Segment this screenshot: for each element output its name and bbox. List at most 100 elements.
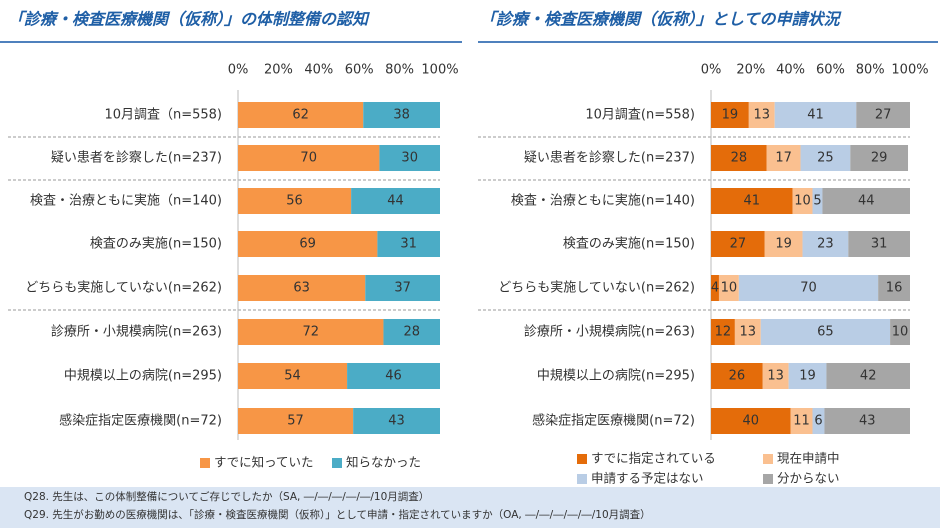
bar-segment <box>353 408 440 434</box>
bar-segment <box>383 319 440 345</box>
value-label: 19 <box>799 369 816 384</box>
value-label: 27 <box>875 108 892 123</box>
value-label: 25 <box>817 151 834 166</box>
bar-segment <box>238 408 354 434</box>
bar-segment <box>711 188 793 214</box>
x-tick-label: 60% <box>816 63 845 78</box>
value-label: 65 <box>817 325 834 340</box>
legend-swatch <box>763 454 773 464</box>
value-label: 4 <box>711 281 719 296</box>
bar-segment <box>850 145 909 171</box>
category-label: 中規模以上の病院(n=295) <box>537 369 695 384</box>
bar-segment <box>718 275 739 301</box>
legend-label: 分からない <box>777 471 840 486</box>
value-label: 38 <box>393 108 410 123</box>
value-label: 56 <box>286 194 303 209</box>
value-label: 43 <box>859 414 876 429</box>
bar-segment <box>788 363 827 389</box>
value-label: 70 <box>300 151 317 166</box>
value-label: 12 <box>715 325 732 340</box>
bar-segment <box>238 275 366 301</box>
x-tick-label: 100% <box>421 63 458 78</box>
value-label: 10 <box>892 325 909 340</box>
bar-segment <box>711 363 763 389</box>
value-label: 5 <box>813 194 821 209</box>
bar-segment <box>365 275 440 301</box>
bar-segment <box>792 188 813 214</box>
category-label: 検査・治療ともに実施(n=140) <box>511 193 695 209</box>
bar-segment <box>800 145 851 171</box>
legend-label: 知らなかった <box>346 455 421 470</box>
bar-segment <box>856 102 910 128</box>
x-tick-label: 60% <box>345 63 374 78</box>
value-label: 41 <box>807 108 824 123</box>
bar-segment <box>363 102 440 128</box>
value-label: 10 <box>794 194 811 209</box>
category-label: どちらも実施していない(n=262) <box>25 280 222 296</box>
category-label: 検査のみ実施(n=150) <box>90 236 222 252</box>
x-tick-label: 80% <box>856 63 885 78</box>
bar-segment <box>377 231 440 257</box>
category-label: 10月調査（n=558) <box>104 108 222 123</box>
bar-segment <box>760 319 891 345</box>
category-label: 中規模以上の病院(n=295) <box>64 369 222 384</box>
bar-segment <box>812 408 825 434</box>
value-label: 69 <box>299 237 316 252</box>
value-label: 23 <box>817 237 834 252</box>
value-label: 28 <box>731 151 748 166</box>
x-tick-label: 20% <box>736 63 765 78</box>
bar-segment <box>711 275 719 301</box>
value-label: 28 <box>403 325 420 340</box>
x-tick-label: 100% <box>891 63 928 78</box>
value-label: 62 <box>292 108 309 123</box>
bar-segment <box>790 408 813 434</box>
value-label: 13 <box>740 325 757 340</box>
value-label: 26 <box>729 369 746 384</box>
category-label: 10月調査(n=558) <box>585 108 695 123</box>
bar-segment <box>351 188 440 214</box>
bar-segment <box>238 188 352 214</box>
value-label: 57 <box>287 414 304 429</box>
bar-segment <box>774 102 857 128</box>
legend-swatch <box>763 474 773 484</box>
legend-label: すでに知っていた <box>214 455 314 470</box>
bar-segment <box>238 363 348 389</box>
value-label: 13 <box>753 108 770 123</box>
bar-segment <box>347 363 440 389</box>
value-label: 10 <box>721 281 738 296</box>
value-label: 70 <box>800 281 817 296</box>
value-label: 16 <box>886 281 903 296</box>
value-label: 63 <box>293 281 310 296</box>
legend-label: 現在申請中 <box>777 451 840 466</box>
bar-segment <box>238 231 378 257</box>
value-label: 46 <box>385 369 402 384</box>
note-box <box>0 487 940 528</box>
bar-segment <box>766 145 801 171</box>
x-tick-label: 0% <box>701 63 722 78</box>
value-label: 54 <box>284 369 301 384</box>
value-label: 30 <box>401 151 418 166</box>
value-label: 19 <box>722 108 739 123</box>
note: Q29. 先生がお勤めの医療機関は、「診療・検査医療機関（仮称）」として申請・指… <box>24 508 651 521</box>
bar-segment <box>738 275 879 301</box>
value-label: 31 <box>400 237 417 252</box>
legend-swatch <box>332 458 342 468</box>
value-label: 72 <box>302 325 319 340</box>
value-label: 27 <box>730 237 747 252</box>
category-label: 診療所・小規模病院(n=263) <box>524 324 695 340</box>
bar-segment <box>764 231 803 257</box>
value-label: 37 <box>394 281 411 296</box>
bar-segment <box>711 231 765 257</box>
bar-segment <box>748 102 775 128</box>
x-tick-label: 80% <box>385 63 414 78</box>
bar-segment <box>848 231 910 257</box>
legend-swatch <box>577 454 587 464</box>
bar-segment <box>238 145 380 171</box>
chart-title: 「診療・検査医療機関（仮称）」の体制整備の認知 <box>8 10 370 29</box>
bar-segment <box>890 319 910 345</box>
bar-segment <box>812 188 823 214</box>
legend-label: すでに指定されている <box>591 451 716 466</box>
category-label: 検査のみ実施(n=150) <box>563 236 695 252</box>
x-tick-label: 0% <box>228 63 249 78</box>
